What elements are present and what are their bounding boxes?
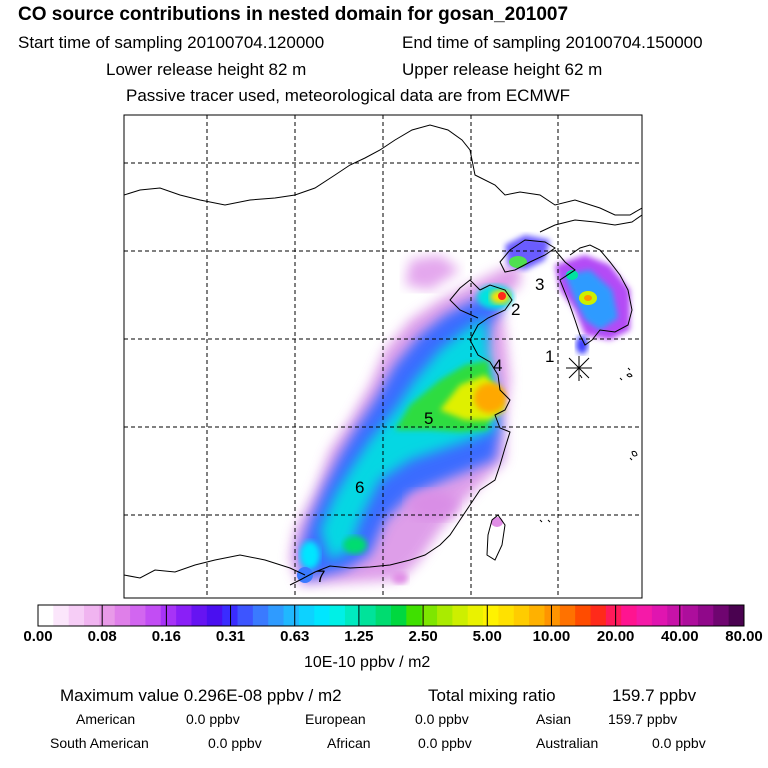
- colorbar-swatch: [99, 605, 116, 626]
- colorbar-swatch: [391, 605, 407, 626]
- australian-value: 0.0 ppbv: [652, 735, 706, 751]
- colorbar-swatch: [283, 605, 300, 626]
- plot-title: CO source contributions in nested domain…: [18, 4, 569, 25]
- colorbar-swatch: [667, 605, 684, 626]
- colorbar-swatch: [513, 605, 530, 626]
- colorbar-swatch: [237, 605, 254, 626]
- african-value: 0.0 ppbv: [418, 735, 472, 751]
- colorbar-swatch: [114, 605, 131, 626]
- region-label-1: 1: [545, 347, 554, 366]
- colorbar-swatch: [252, 605, 269, 626]
- colorbar-swatch: [314, 605, 331, 626]
- colorbar-swatch: [452, 605, 469, 626]
- plume-field: [290, 235, 630, 585]
- african-label: African: [327, 735, 371, 751]
- colorbar-swatch: [483, 605, 499, 626]
- asian-value: 159.7 ppbv: [608, 711, 678, 727]
- colorbar-swatch: [268, 605, 285, 626]
- colorbar-swatch: [697, 605, 714, 626]
- upper-release-height-text: Upper release height 62 m: [402, 60, 603, 79]
- colorbar-swatch: [605, 605, 622, 626]
- colorbar-tick-label: 1.25: [344, 628, 374, 645]
- colorbar-swatch: [529, 605, 545, 626]
- colorbar-swatch: [375, 605, 392, 626]
- colorbar-swatch: [329, 605, 346, 626]
- american-label: American: [76, 711, 136, 727]
- european-value: 0.0 ppbv: [415, 711, 469, 727]
- colorbar-swatch: [145, 605, 162, 626]
- colorbar-tick-label: 10.00: [532, 628, 571, 645]
- colorbar-tick-label: 5.00: [472, 628, 502, 645]
- colorbar-swatch: [636, 605, 653, 626]
- european-label: European: [305, 711, 366, 727]
- colorbar-tick-label: 2.50: [408, 628, 438, 645]
- colorbar-swatch: [176, 605, 192, 626]
- colorbar-swatch: [344, 605, 361, 626]
- colorbar-swatch: [53, 605, 70, 626]
- colorbar-tick-label: 40.00: [661, 628, 699, 645]
- total-mixing-ratio-value: 159.7 ppbv: [612, 686, 697, 705]
- asian-label: Asian: [536, 711, 572, 727]
- south-american-label: South American: [50, 735, 149, 751]
- colorbar-swatch: [559, 605, 576, 626]
- colorbar-swatch: [68, 605, 85, 626]
- region-label-7: 7: [316, 567, 325, 586]
- asterisk-icon: [566, 356, 592, 381]
- south-american-value: 0.0 ppbv: [208, 735, 262, 751]
- colorbar-unit: 10E-10 ppbv / m2: [304, 654, 431, 671]
- region-label-4: 4: [493, 356, 502, 375]
- colorbar-swatch: [298, 605, 315, 626]
- total-mixing-ratio-label: Total mixing ratio: [428, 686, 556, 705]
- colorbar-tick-label: 80.00: [725, 628, 763, 645]
- colorbar-swatch: [191, 605, 208, 626]
- colorbar-tick-label: 0.16: [151, 628, 181, 645]
- end-time-text: End time of sampling 20100704.150000: [402, 33, 703, 52]
- colorbar-swatch: [406, 605, 423, 626]
- map-frame: [123, 114, 643, 599]
- american-value: 0.0 ppbv: [186, 711, 240, 727]
- australian-label: Australian: [536, 735, 599, 751]
- start-time-text: Start time of sampling 20100704.120000: [18, 33, 325, 52]
- colorbar-swatch: [467, 605, 484, 626]
- colorbar-swatch: [590, 605, 607, 626]
- colorbar-swatch: [498, 605, 515, 626]
- colorbar-swatch: [713, 605, 730, 626]
- coastlines: [124, 124, 642, 586]
- colorbar-swatch: [621, 605, 638, 626]
- colorbar-tick-label: 0.00: [23, 628, 53, 645]
- region-label-3: 3: [535, 275, 544, 294]
- region-label-5: 5: [424, 409, 433, 428]
- colorbar-swatch: [437, 605, 453, 626]
- lower-release-height-text: Lower release height 82 m: [106, 60, 307, 79]
- colorbar-swatch: [160, 605, 177, 626]
- colorbar-swatch: [38, 605, 54, 626]
- colorbar: [37, 604, 745, 627]
- lat-lon-grid: [124, 115, 642, 598]
- colorbar-swatch: [682, 605, 699, 626]
- tracer-note-text: Passive tracer used, meteorological data…: [126, 86, 571, 105]
- colorbar-swatch: [130, 605, 146, 626]
- colorbar-swatch: [728, 605, 745, 626]
- colorbar-tick-label: 0.31: [215, 628, 246, 645]
- colorbar-swatch: [206, 605, 223, 626]
- region-label-2: 2: [511, 300, 520, 319]
- colorbar-swatch: [84, 605, 100, 626]
- colorbar-swatch: [575, 605, 592, 626]
- colorbar-swatch: [544, 605, 561, 626]
- region-label-6: 6: [355, 478, 364, 497]
- colorbar-swatch: [651, 605, 668, 626]
- colorbar-swatch: [360, 605, 377, 626]
- colorbar-tick-label: 20.00: [596, 628, 635, 645]
- colorbar-swatch: [421, 605, 438, 626]
- colorbar-frame: [37, 604, 745, 627]
- maximum-value-text: Maximum value 0.296E-08 ppbv / m2: [60, 686, 342, 705]
- colorbar-tick-label: 0.08: [87, 628, 117, 645]
- colorbar-tick-label: 0.63: [280, 628, 310, 645]
